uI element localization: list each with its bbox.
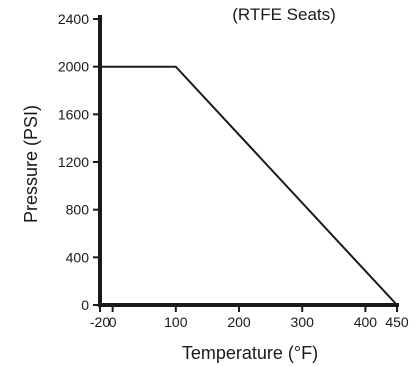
y-tick-label: 2400 xyxy=(58,11,89,27)
x-tick-label: -20 xyxy=(90,314,110,330)
y-tick-label: 1200 xyxy=(58,154,89,170)
y-ticks: 0 400 800 1200 1600 2000 2400 xyxy=(58,11,100,313)
x-axis-title: Temperature (°F) xyxy=(182,343,318,363)
y-tick-label: 0 xyxy=(81,297,89,313)
y-tick-label: 400 xyxy=(66,249,90,265)
x-tick-label: 400 xyxy=(354,314,378,330)
y-tick-label: 800 xyxy=(66,202,90,218)
x-tick-label: 300 xyxy=(291,314,315,330)
x-tick-label: 0 xyxy=(109,314,117,330)
x-tick-label: 100 xyxy=(164,314,188,330)
series-group xyxy=(100,65,398,306)
y-tick-label: 1600 xyxy=(58,106,89,122)
y-axis-title: Pressure (PSI) xyxy=(21,105,41,223)
x-ticks: -200 100 200 300 400 450 xyxy=(90,305,409,330)
x-tick-label: 200 xyxy=(227,314,251,330)
y-tick-label: 2000 xyxy=(58,59,89,75)
series-line xyxy=(100,65,398,306)
chart-title: (RTFE Seats) xyxy=(232,5,336,24)
x-tick-label: 450 xyxy=(385,314,409,330)
